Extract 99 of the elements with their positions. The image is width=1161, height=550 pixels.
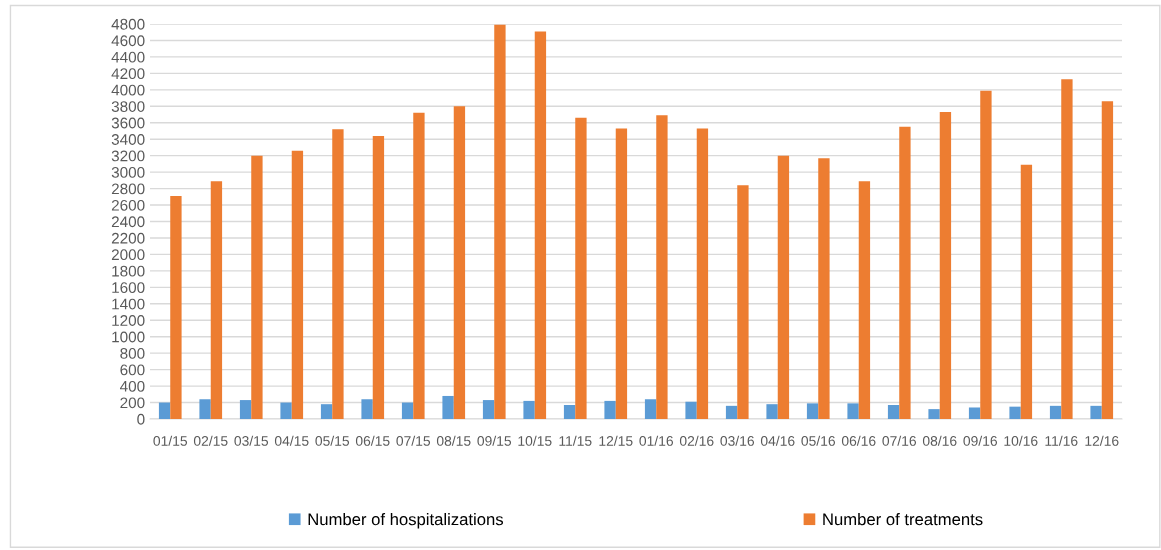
y-tick-label: 4600 [111,35,145,47]
x-tick-label: 09/16 [963,435,998,446]
y-tick-label: 1000 [112,331,145,343]
x-tick-label: 04/16 [760,435,795,446]
x-tick-label: 02/15 [193,435,228,446]
legend-label: Number of treatments [823,513,983,526]
x-tick-label: 07/16 [882,435,917,446]
bar [939,112,952,419]
x-tick-label: 05/16 [801,435,836,446]
bar [494,24,506,419]
bar [858,181,871,419]
x-tick-label: 07/15 [396,435,431,446]
y-tick-label: 400 [120,380,145,392]
x-tick-label: 04/15 [274,435,309,446]
bar [372,135,385,419]
bar [575,117,587,419]
bar [1049,405,1062,419]
bar [1009,406,1021,419]
bar [442,395,454,419]
bar [563,405,576,419]
bar [239,400,252,419]
x-tick-label: 06/16 [841,435,876,446]
bar [280,402,292,419]
y-tick-label: 800 [120,348,145,359]
y-tick-label: 600 [120,364,145,376]
x-tick-label: 01/16 [639,435,674,446]
x-tick-label: 10/16 [1004,435,1038,446]
y-tick-label: 3000 [111,166,145,178]
x-tick-label: 08/15 [436,435,471,446]
x-tick-label: 11/15 [559,435,592,446]
y-tick-label: 3600 [111,117,145,129]
y-tick-label: 2200 [111,232,145,244]
y-tick-label: 4400 [111,51,145,63]
x-tick-label: 02/16 [679,435,714,446]
bar [170,195,182,419]
bar [534,31,547,419]
x-tick-label: 12/16 [1085,435,1119,446]
bar [361,399,373,419]
bar [887,405,900,419]
y-tick-label: 2000 [111,249,145,261]
bar [696,128,709,419]
x-tick-label: 08/16 [922,435,957,446]
bar [656,115,668,419]
bar [899,126,911,419]
bar [523,400,535,419]
bar [644,399,657,419]
y-tick-label: 4200 [111,68,145,80]
bar [980,90,992,419]
bar [251,155,263,419]
bar [210,181,223,419]
bar [766,404,778,419]
bar [199,399,211,419]
bar [818,158,830,419]
y-tick-label: 0 [137,413,145,425]
y-tick-label: 1400 [112,298,145,310]
bar [332,129,344,419]
y-tick-label: 2600 [111,199,145,211]
bar [847,403,859,419]
bar [615,128,628,419]
bar [1090,405,1102,419]
y-tick-label: 2800 [111,183,145,195]
bar [158,402,171,419]
bar [401,402,414,419]
x-tick-label: 11/16 [1045,435,1078,446]
y-tick-label: 4000 [111,84,145,96]
bar [482,400,495,419]
y-tick-label: 4800 [111,18,145,30]
bar [806,403,819,419]
bar [604,400,616,419]
y-tick-label: 3800 [111,101,145,112]
bar [453,106,466,419]
x-tick-label: 12/15 [599,435,633,446]
bar [320,404,333,419]
bar [1020,164,1033,419]
bar [737,185,749,419]
y-tick-label: 1200 [112,315,145,326]
bar [725,405,738,419]
y-tick-label: 1800 [112,265,145,277]
bar [1061,79,1073,419]
legend-label: Number of hospitalizations [308,513,504,529]
x-tick-label: 10/15 [518,435,552,446]
x-tick-label: 03/16 [720,435,755,446]
bar [1101,101,1114,419]
bar [928,409,940,419]
bar [291,150,304,419]
x-tick-label: 03/15 [234,435,269,446]
bar [968,407,981,419]
bar [413,112,425,419]
x-tick-label: 09/15 [477,435,512,446]
bar [777,155,790,419]
y-tick-label: 2400 [111,216,145,228]
x-tick-label: 05/15 [315,435,350,446]
x-tick-label: 01/15 [153,435,188,446]
y-tick-label: 3200 [111,150,145,162]
y-tick-label: 3400 [111,134,145,145]
bar [685,401,697,419]
x-tick-label: 06/15 [355,435,390,446]
y-tick-label: 1600 [112,282,145,294]
y-tick-label: 200 [120,397,145,409]
